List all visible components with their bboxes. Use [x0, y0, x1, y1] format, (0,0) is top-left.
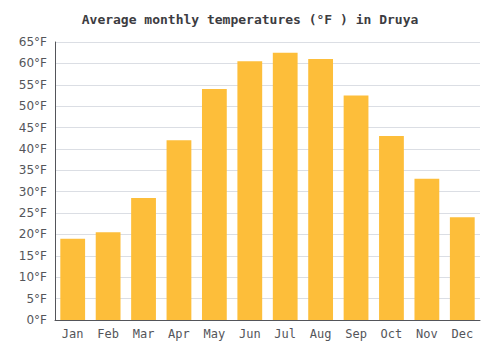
svg-text:Jun: Jun [239, 327, 261, 341]
svg-text:Jan: Jan [62, 327, 84, 341]
svg-text:0°F: 0°F [26, 313, 47, 327]
svg-text:60°F: 60°F [19, 56, 47, 70]
svg-text:Oct: Oct [381, 327, 403, 341]
svg-text:20°F: 20°F [19, 227, 47, 241]
svg-text:30°F: 30°F [19, 185, 47, 199]
svg-text:50°F: 50°F [19, 99, 47, 113]
svg-text:25°F: 25°F [19, 206, 47, 220]
svg-text:Mar: Mar [133, 327, 155, 341]
svg-text:15°F: 15°F [19, 249, 47, 263]
svg-text:35°F: 35°F [19, 163, 47, 177]
svg-text:May: May [204, 327, 226, 341]
svg-text:Apr: Apr [168, 327, 190, 341]
svg-text:Nov: Nov [416, 327, 438, 341]
svg-text:Sep: Sep [345, 327, 367, 341]
svg-text:55°F: 55°F [19, 78, 47, 92]
svg-text:Jul: Jul [274, 327, 296, 341]
svg-text:Feb: Feb [97, 327, 119, 341]
svg-text:65°F: 65°F [19, 35, 47, 49]
svg-text:Average monthly temperatures (: Average monthly temperatures (°F ) in Dr… [82, 12, 419, 27]
svg-text:10°F: 10°F [19, 270, 47, 284]
svg-text:45°F: 45°F [19, 121, 47, 135]
svg-text:40°F: 40°F [19, 142, 47, 156]
svg-text:5°F: 5°F [26, 292, 47, 306]
svg-text:Dec: Dec [451, 327, 473, 341]
svg-text:Aug: Aug [310, 327, 332, 341]
